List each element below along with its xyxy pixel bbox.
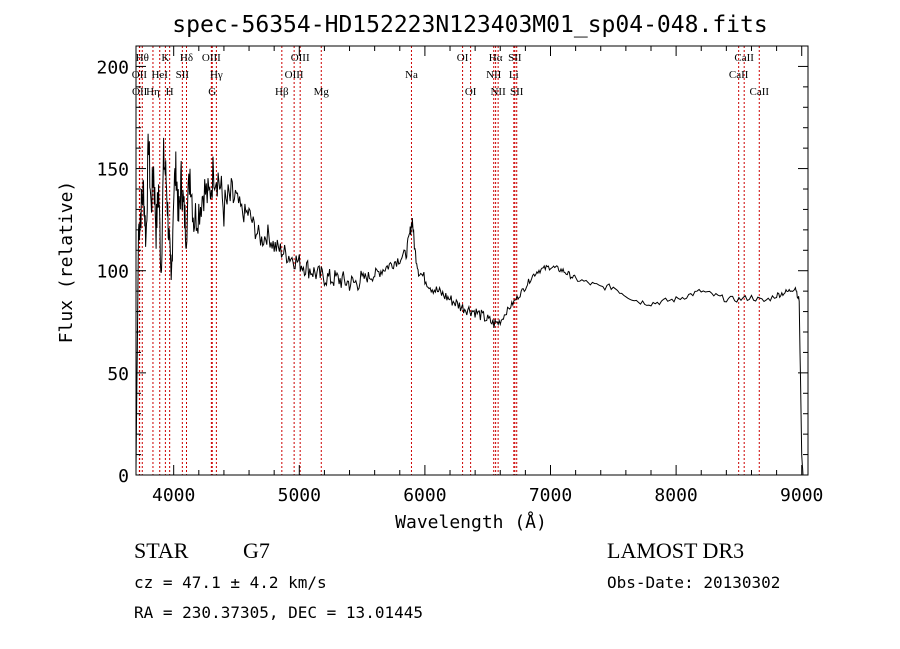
y-tick-label: 200 (96, 57, 129, 78)
line-markers (138, 46, 760, 475)
spectrum-line (135, 133, 804, 476)
line-marker-label: Hα (489, 52, 503, 64)
x-tick-label: 8000 (654, 485, 697, 506)
subclass-label: G7 (243, 538, 270, 563)
line-marker-label: Mg (314, 86, 330, 98)
line-marker-label: Li (509, 69, 519, 81)
line-marker-label: OI (465, 86, 477, 98)
line-marker-label: K (161, 52, 169, 64)
line-marker-label: OIII (285, 69, 304, 81)
redshift-label: cz = 47.1 ± 4.2 km/s (134, 573, 327, 592)
line-marker-label: Hθ (136, 52, 149, 64)
line-marker-label: CaII (734, 52, 754, 64)
x-tick-label: 9000 (780, 485, 823, 506)
line-marker-label: SII (176, 69, 190, 81)
plot-frame (135, 45, 809, 476)
y-tick-label: 100 (96, 262, 129, 283)
x-tick-label: 7000 (529, 485, 572, 506)
y-axis-label: Flux (relative) (56, 181, 77, 344)
survey-label: LAMOST DR3 (607, 538, 745, 563)
line-marker-label: Na (405, 69, 418, 81)
obs-date-label: Obs-Date: 20130302 (607, 573, 781, 592)
x-tick-label: 6000 (403, 485, 446, 506)
line-marker-label: OIII (202, 52, 221, 64)
x-tick-label: 5000 (278, 485, 321, 506)
chart-title: spec-56354-HD152223N123403M01_sp04-048.f… (172, 12, 767, 38)
line-marker-label: SII (508, 52, 522, 64)
line-marker-label: OII (132, 69, 148, 81)
line-marker-label: Hβ (275, 86, 289, 98)
line-marker-label: G (208, 86, 216, 98)
y-axis-ticks: 0 50 100 150 200 (96, 57, 808, 487)
line-marker-label: OIII (291, 52, 310, 64)
line-marker-label: OI (457, 52, 469, 64)
y-tick-label: 0 (118, 466, 129, 487)
line-marker-label: Hγ (210, 69, 223, 81)
y-tick-label: 150 (96, 160, 129, 181)
line-marker-label: NII (486, 69, 502, 81)
x-axis-label: Wavelength (Å) (395, 511, 547, 533)
line-marker-label: SII (510, 86, 524, 98)
line-marker-label: HeI (151, 69, 168, 81)
class-label: STAR (134, 538, 189, 563)
coords-label: RA = 230.37305, DEC = 13.01445 (134, 603, 423, 622)
line-marker-label: CaII (729, 69, 749, 81)
line-marker-label: Hη (146, 86, 160, 98)
line-marker-label: NII (490, 86, 506, 98)
x-tick-label: 4000 (152, 485, 195, 506)
line-marker-label: CaII (749, 86, 769, 98)
y-tick-label: 50 (107, 364, 129, 385)
line-marker-label: Hδ (180, 52, 193, 64)
x-axis-ticks: 4000 5000 6000 7000 8000 9000 (152, 46, 823, 506)
line-marker-label: H (166, 86, 174, 98)
